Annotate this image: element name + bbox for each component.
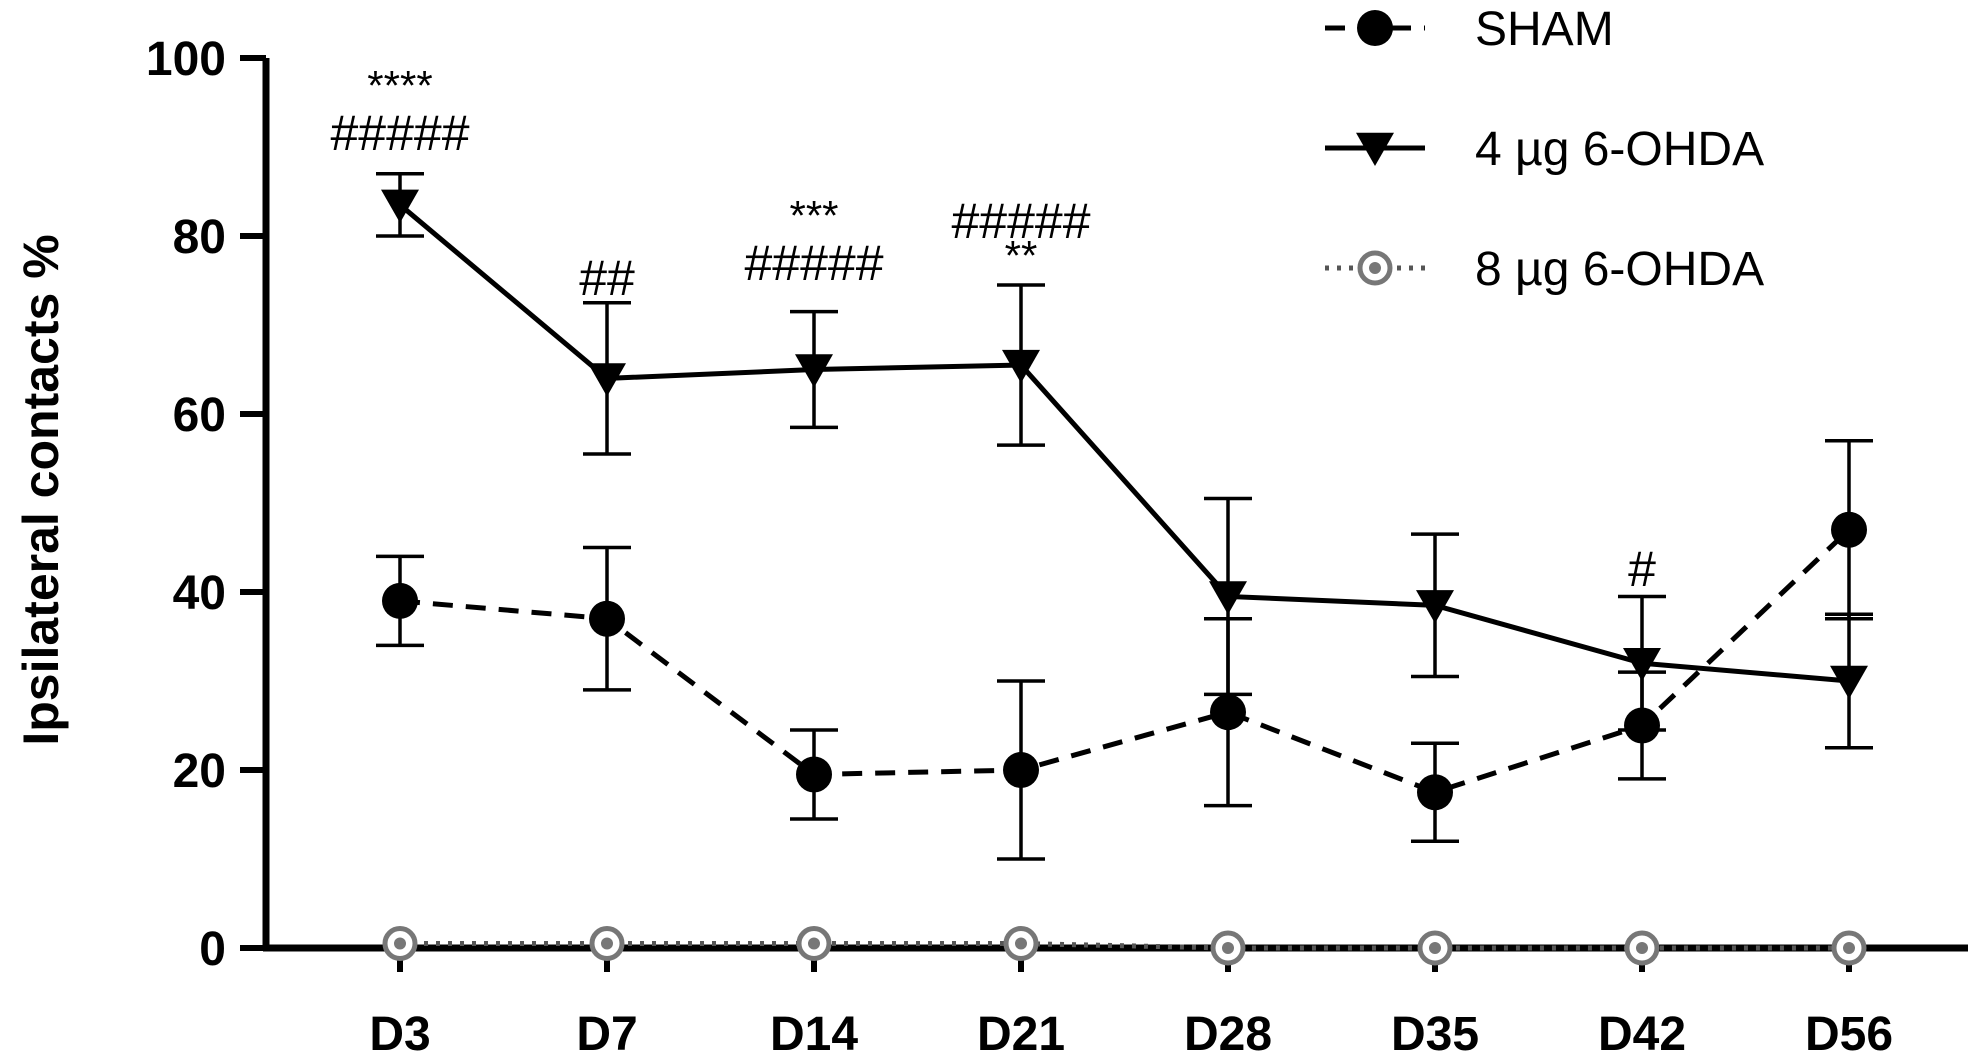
- legend-item: 8 µg 6-OHDA: [1325, 243, 1764, 296]
- data-point: [1210, 930, 1246, 966]
- data-point: [796, 756, 832, 793]
- marker-core: [1429, 942, 1441, 954]
- data-point: [1003, 926, 1039, 962]
- data-point: [1623, 648, 1661, 682]
- data-point: [1624, 930, 1660, 966]
- series-line: [399, 527, 1851, 795]
- x-tick-label: D3: [369, 1008, 430, 1059]
- marker-core: [1222, 942, 1234, 954]
- series-line: [400, 941, 1849, 951]
- y-tick-label: 60: [173, 389, 226, 442]
- x-tick-label: D7: [576, 1008, 637, 1059]
- series-8-g-6-ohda: [382, 926, 1867, 966]
- legend-marker: [1357, 250, 1393, 286]
- x-tick-label: D42: [1598, 1008, 1686, 1059]
- y-tick-label: 0: [199, 923, 226, 976]
- x-tick-label: D35: [1391, 1008, 1479, 1059]
- data-point: [1831, 511, 1867, 548]
- legend: SHAM 4 µg 6-OHDA 8 µg 6-OHDA: [1325, 3, 1764, 296]
- marker-core: [394, 937, 406, 950]
- marker-core: [808, 937, 820, 950]
- data-point: [1417, 930, 1453, 966]
- data-point: [589, 926, 625, 962]
- y-tick-label: 40: [173, 567, 226, 620]
- marker-core: [1843, 942, 1855, 954]
- marker-core: [1636, 942, 1648, 954]
- data-point: [589, 600, 625, 637]
- data-point: [588, 363, 626, 397]
- marker-core: [601, 937, 613, 950]
- x-tick-label: D14: [770, 1008, 858, 1059]
- legend-label: 8 µg 6-OHDA: [1475, 243, 1764, 296]
- series-layer: [376, 171, 1873, 966]
- legend-label: SHAM: [1475, 3, 1614, 56]
- data-point: [1417, 774, 1453, 811]
- data-point: [1830, 665, 1868, 700]
- x-tick-label: D56: [1805, 1008, 1893, 1059]
- series-line: [398, 202, 1850, 684]
- significance-label: #####: [951, 193, 1090, 249]
- legend-marker: [1356, 132, 1394, 167]
- marker-core: [1369, 262, 1381, 274]
- legend-marker: [1357, 10, 1393, 46]
- x-tick-label: D28: [1184, 1008, 1272, 1059]
- significance-label: #####: [330, 105, 469, 161]
- data-point: [795, 354, 833, 388]
- data-point: [1209, 581, 1247, 615]
- data-point: [1003, 752, 1039, 788]
- axes: 0 20 40 60 80 100 D3 D7 D14 D21 D28 D35 D42 D56: [146, 33, 1968, 1059]
- annotation-layer: #####****## #####*****######: [330, 62, 1656, 597]
- series-sham: [376, 438, 1873, 861]
- significance-label: #: [1628, 541, 1656, 597]
- data-point: [1002, 349, 1040, 384]
- data-point: [1416, 590, 1454, 624]
- y-tick-label: 80: [173, 211, 226, 264]
- data-point: [381, 189, 419, 223]
- legend-item: SHAM: [1325, 3, 1614, 56]
- significance-label: ***: [789, 192, 838, 239]
- data-point: [382, 582, 418, 619]
- data-point: [382, 926, 418, 962]
- legend-item: 4 µg 6-OHDA: [1325, 123, 1764, 176]
- significance-label: #####: [744, 235, 883, 291]
- significance-label: **: [1005, 232, 1038, 279]
- x-tick-label: D21: [977, 1008, 1065, 1059]
- y-tick-label: 20: [173, 745, 226, 798]
- data-point: [796, 926, 832, 962]
- y-axis-title: Ipsilateral contacts %: [13, 234, 69, 745]
- significance-label: ****: [367, 62, 432, 109]
- significance-label: ##: [579, 250, 635, 306]
- legend-label: 4 µg 6-OHDA: [1475, 123, 1764, 176]
- data-point: [1210, 694, 1246, 731]
- marker-core: [1015, 937, 1027, 950]
- data-point: [1831, 930, 1867, 966]
- y-tick-label: 100: [146, 33, 226, 86]
- series-4-g-6-ohda: [376, 171, 1873, 750]
